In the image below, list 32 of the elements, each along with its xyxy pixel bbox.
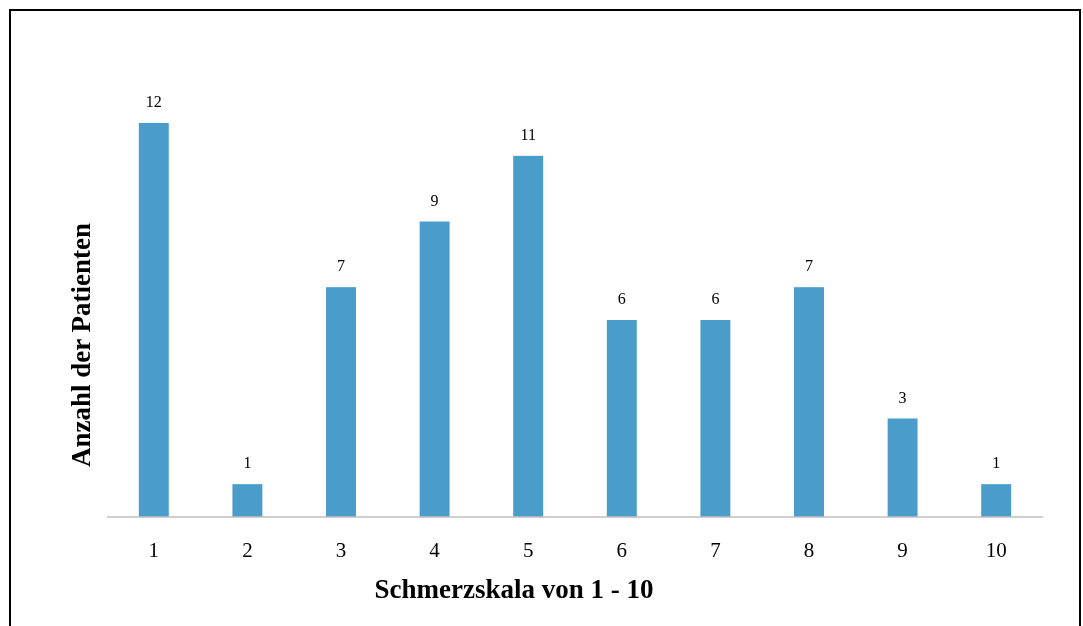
data-label: 12: [145, 93, 162, 110]
x-tick-label: 5: [522, 538, 534, 562]
bar: [700, 320, 731, 517]
data-label: 6: [617, 290, 626, 307]
bar: [326, 287, 356, 517]
bar: [887, 418, 918, 517]
bar: [606, 320, 637, 517]
data-label: 3: [898, 388, 907, 406]
data-label: 1: [243, 454, 252, 472]
bar: [138, 123, 169, 517]
data-label: 9: [430, 191, 439, 209]
x-tick-label: 4: [429, 538, 441, 562]
data-label: 1: [992, 454, 1001, 472]
x-tick-label: 7: [710, 538, 721, 562]
bar: [419, 221, 450, 517]
bar: [794, 287, 824, 517]
bar: [981, 484, 1012, 517]
x-axis-title: Schmerzskala von 1 - 10: [374, 574, 654, 604]
bar: [513, 155, 544, 517]
x-tick-label: 9: [897, 538, 908, 562]
data-label: 7: [805, 257, 813, 275]
x-tick-label: 3: [335, 538, 347, 562]
data-label: 6: [711, 290, 720, 307]
data-label: 11: [520, 125, 536, 143]
x-tick-label: 10: [985, 538, 1007, 562]
data-label: 7: [337, 257, 345, 275]
x-tick-label: 6: [616, 538, 628, 562]
bar: [232, 484, 263, 517]
x-tick-label: 1: [148, 538, 160, 562]
y-axis-title: Anzahl der Patienten: [66, 223, 96, 467]
x-tick-label: 8: [803, 538, 815, 562]
x-tick-label: 2: [242, 538, 253, 562]
